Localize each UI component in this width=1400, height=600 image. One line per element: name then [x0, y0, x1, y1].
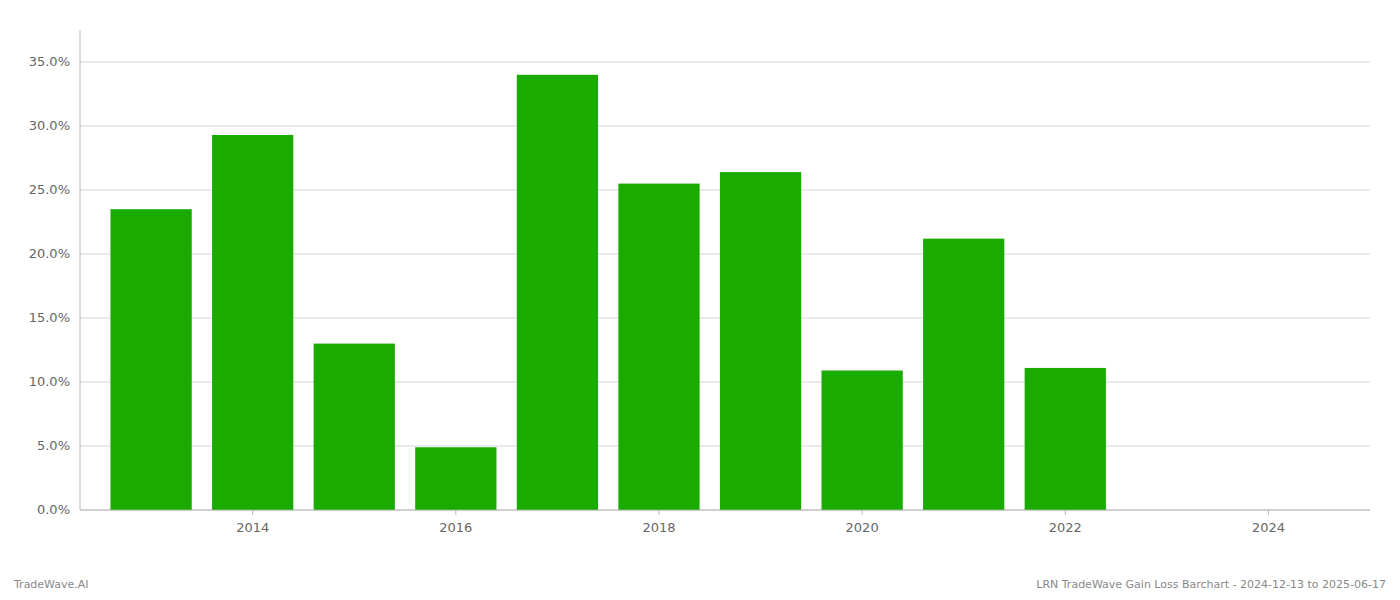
bars	[110, 75, 1105, 510]
bar	[110, 209, 191, 510]
x-ticks: 2014 2016 2018 2020 2022 2024	[236, 510, 1285, 535]
y-tick-label: 30.0%	[29, 118, 70, 133]
footer: TradeWave.AI LRN TradeWave Gain Loss Barc…	[13, 578, 1386, 591]
bar	[415, 447, 496, 510]
y-tick-label: 10.0%	[29, 374, 70, 389]
y-tick-label: 35.0%	[29, 54, 70, 69]
x-axis-line	[80, 510, 1370, 511]
x-tick-label: 2020	[846, 520, 879, 535]
y-tick-label: 15.0%	[29, 310, 70, 325]
x-tick-label: 2014	[236, 520, 269, 535]
bar	[618, 184, 699, 510]
x-tick-mark	[1065, 510, 1066, 515]
bar	[517, 75, 598, 510]
x-tick-mark	[862, 510, 863, 515]
background	[0, 0, 1400, 600]
bar	[1025, 368, 1106, 510]
x-tick-mark	[658, 510, 659, 515]
bar	[923, 239, 1004, 510]
y-axis-line	[80, 30, 81, 510]
bar	[821, 370, 902, 510]
footer-right: LRN TradeWave Gain Loss Barchart - 2024-…	[1036, 578, 1386, 591]
x-tick-mark	[455, 510, 456, 515]
bar	[314, 344, 395, 510]
x-tick-label: 2024	[1252, 520, 1285, 535]
grid-line	[80, 510, 1370, 511]
chart-container: 0.0% 5.0% 10.0% 15.0% 20.0% 25.0% 30.0% 35.0% 20…	[0, 0, 1400, 600]
y-tick-label: 0.0%	[37, 502, 70, 517]
bar	[720, 172, 801, 510]
x-tick-label: 2018	[642, 520, 675, 535]
footer-left: TradeWave.AI	[13, 578, 89, 591]
grid-line	[80, 126, 1370, 127]
x-tick-mark	[252, 510, 253, 515]
x-tick-label: 2022	[1049, 520, 1082, 535]
grid-line	[80, 62, 1370, 63]
bar	[212, 135, 293, 510]
y-tick-label: 25.0%	[29, 182, 70, 197]
y-tick-labels: 0.0% 5.0% 10.0% 15.0% 20.0% 25.0% 30.0% 35.0%	[29, 54, 70, 517]
chart-svg: 0.0% 5.0% 10.0% 15.0% 20.0% 25.0% 30.0% 35.0% 20…	[0, 0, 1400, 600]
y-tick-label: 20.0%	[29, 246, 70, 261]
y-tick-label: 5.0%	[37, 438, 70, 453]
x-tick-mark	[1268, 510, 1269, 515]
x-tick-label: 2016	[439, 520, 472, 535]
y-grid	[80, 62, 1370, 510]
